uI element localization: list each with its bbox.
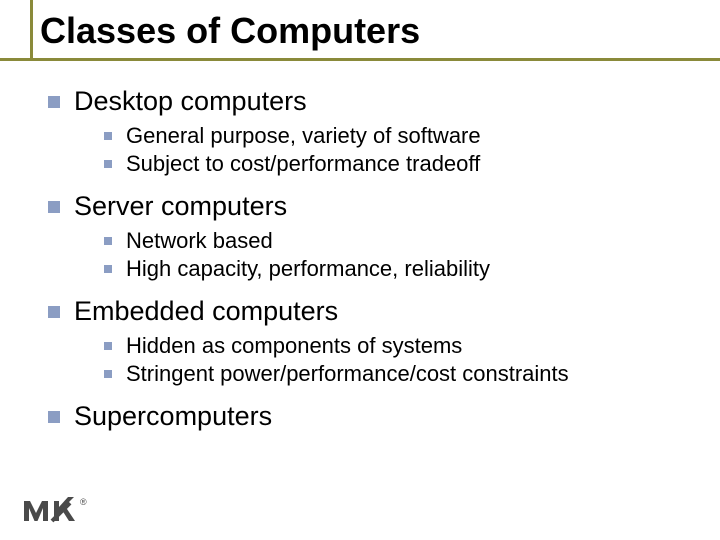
list-subitem: Stringent power/performance/cost constra… — [104, 361, 700, 387]
bullet-icon — [104, 160, 112, 168]
bullet-icon — [104, 342, 112, 350]
slide-title: Classes of Computers — [40, 10, 720, 52]
subitem-label: General purpose, variety of software — [126, 123, 481, 149]
list-item: Desktop computers General purpose, varie… — [48, 86, 700, 181]
list-item: Supercomputers — [48, 401, 700, 432]
bullet-icon — [48, 411, 60, 423]
list-subitem: Network based — [104, 228, 700, 254]
list-subitem: Subject to cost/performance tradeoff — [104, 151, 700, 177]
list-item: Embedded computers Hidden as components … — [48, 296, 700, 391]
content-area: Desktop computers General purpose, varie… — [0, 58, 720, 432]
bullet-icon — [104, 265, 112, 273]
list-subitem: General purpose, variety of software — [104, 123, 700, 149]
item-label: Embedded computers — [74, 296, 338, 327]
list-subitem: Hidden as components of systems — [104, 333, 700, 359]
subitem-label: Network based — [126, 228, 273, 254]
item-label: Supercomputers — [74, 401, 272, 432]
subitem-label: Hidden as components of systems — [126, 333, 462, 359]
publisher-logo: ® — [22, 495, 92, 530]
bullet-icon — [48, 201, 60, 213]
bullet-icon — [48, 96, 60, 108]
item-label: Server computers — [74, 191, 287, 222]
subitem-label: Subject to cost/performance tradeoff — [126, 151, 480, 177]
item-label: Desktop computers — [74, 86, 307, 117]
list-item: Server computers Network based High capa… — [48, 191, 700, 286]
bullet-icon — [104, 370, 112, 378]
list-subitem: High capacity, performance, reliability — [104, 256, 700, 282]
bullet-icon — [104, 132, 112, 140]
trademark-icon: ® — [80, 497, 87, 507]
subitem-label: High capacity, performance, reliability — [126, 256, 490, 282]
bullet-icon — [48, 306, 60, 318]
bullet-icon — [104, 237, 112, 245]
subitem-label: Stringent power/performance/cost constra… — [126, 361, 569, 387]
title-rule-horizontal — [0, 58, 720, 61]
title-rule-vertical — [30, 0, 33, 58]
title-area: Classes of Computers — [0, 0, 720, 58]
